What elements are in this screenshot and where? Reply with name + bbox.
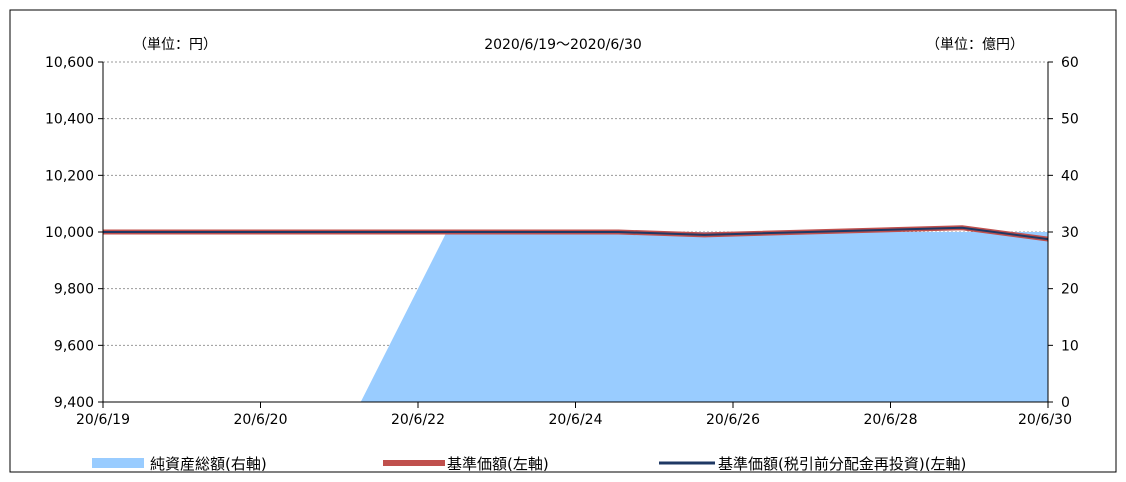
y-right-tick-label: 40: [1061, 168, 1079, 184]
x-tick-label: 20/6/24: [549, 412, 603, 428]
x-tick-label: 20/6/22: [391, 412, 445, 428]
x-tick-label: 20/6/20: [234, 412, 288, 428]
y-right-tick-label: 20: [1061, 282, 1079, 298]
y-right-tick-label: 30: [1061, 225, 1079, 241]
legend-swatch-area: [92, 458, 144, 468]
line-series: [103, 225, 1049, 242]
left-unit-label: （単位：円）: [133, 37, 217, 53]
x-tick-label: 20/6/30: [1018, 412, 1072, 428]
y-left-tick-label: 10,000: [45, 225, 94, 241]
x-tick-label: 20/6/28: [864, 412, 918, 428]
y-left-tick-label: 10,200: [45, 168, 94, 184]
y-left-tick-label: 10,600: [45, 55, 94, 71]
y-right-tick-label: 0: [1061, 395, 1070, 411]
legend-label: 純資産総額(右軸): [150, 455, 267, 473]
y-right-tick-label: 10: [1061, 338, 1079, 354]
legend: 純資産総額(右軸) 基準価額(左軸) 基準価額(税引前分配金再投資)(左軸): [92, 455, 966, 473]
y-right-tick-label: 60: [1061, 55, 1079, 71]
right-unit-label: （単位：億円）: [926, 37, 1024, 53]
y-left-tick-label: 9,800: [54, 282, 94, 298]
x-tick-label: 20/6/26: [706, 412, 760, 428]
legend-label: 基準価額(税引前分配金再投資)(左軸): [718, 455, 966, 473]
y-left-tick-label: 9,600: [54, 338, 94, 354]
chart-title: 2020/6/19～2020/6/30: [484, 37, 642, 53]
chart-frame: [9, 9, 1117, 473]
axes: [98, 61, 1053, 408]
x-tick-label: 20/6/19: [76, 412, 130, 428]
tick-labels: 9,400 0 9,600 10 9,800 20 10,000 30 10,200 40 10,4…: [45, 55, 1079, 428]
area-series: [103, 232, 1048, 402]
y-left-tick-label: 10,400: [45, 112, 94, 128]
legend-label: 基準価額(左軸): [447, 455, 549, 473]
y-right-tick-label: 50: [1061, 112, 1079, 128]
y-left-tick-label: 9,400: [54, 395, 94, 411]
nav-reinvested-line: [103, 226, 1049, 241]
net-assets-area: [103, 232, 1048, 402]
